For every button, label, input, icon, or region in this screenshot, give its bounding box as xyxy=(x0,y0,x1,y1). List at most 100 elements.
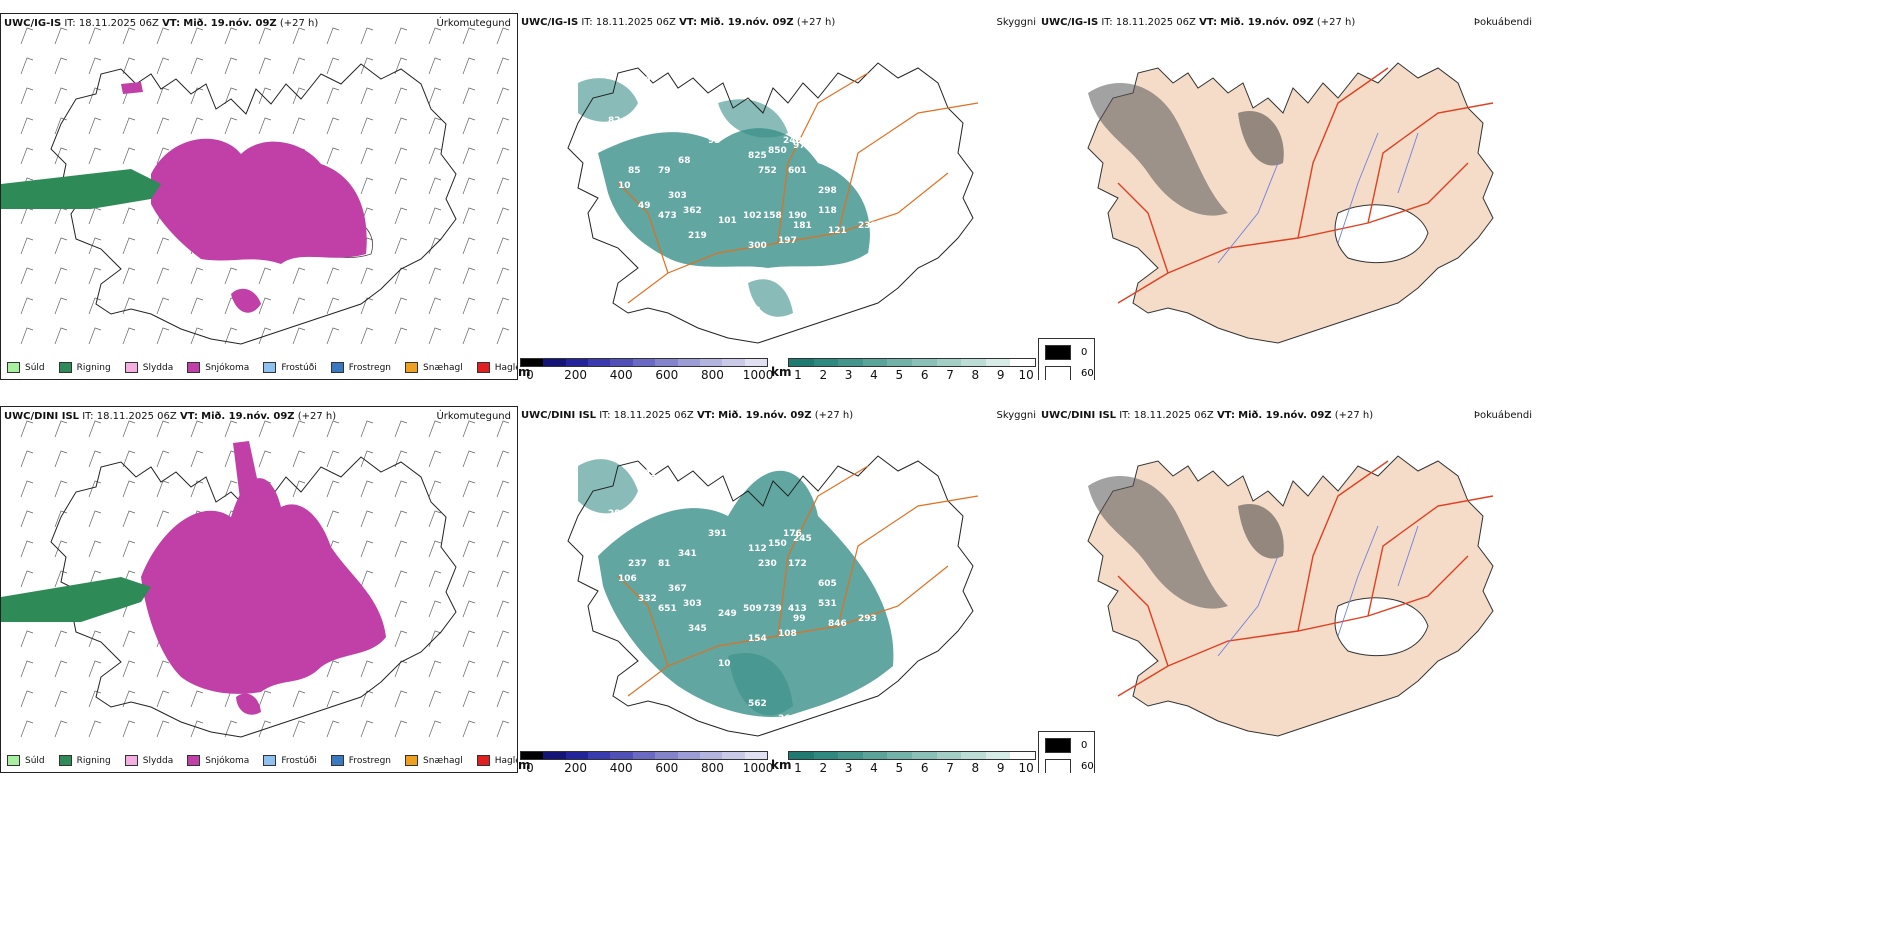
wind-barb xyxy=(20,570,34,588)
legend-item: Súld xyxy=(7,755,45,766)
visibility-label: 172 xyxy=(788,559,807,569)
precip-panel-row2: UWC/DINI ISL IT: 18.11.2025 06Z VT: Mið.… xyxy=(0,406,518,773)
iceland-outline xyxy=(50,456,457,738)
visibility-label: 197 xyxy=(778,236,797,246)
visibility-label: 509 xyxy=(743,604,762,614)
wind-barb xyxy=(428,450,442,468)
it-label: IT: xyxy=(64,18,76,29)
colorbar-tick: 9 xyxy=(996,368,1005,380)
wind-barb xyxy=(156,510,170,528)
colorbar-tick: 1 xyxy=(794,368,802,380)
wind-barb xyxy=(20,87,34,105)
colorbar-segment xyxy=(699,359,723,366)
vis-panel-row1: UWC/IG-IS IT: 18.11.2025 06Z VT: Mið. 19… xyxy=(518,13,1038,380)
wind-barb xyxy=(258,450,272,468)
precip-map xyxy=(1,420,510,738)
wind-barb xyxy=(258,297,272,315)
panel-header: UWC/DINI ISL IT: 18.11.2025 06Z VT: Mið.… xyxy=(521,410,853,421)
glacier-white xyxy=(1334,597,1429,657)
legend-label: Frostregn xyxy=(348,362,392,373)
precip-panel-row1: UWC/IG-IS IT: 18.11.2025 06Z VT: Mið. 19… xyxy=(0,13,518,380)
colorbar-segment xyxy=(543,752,566,759)
wind-barb xyxy=(428,690,442,708)
wind-barb xyxy=(88,420,102,438)
fog-panel-row1: UWC/IG-IS IT: 18.11.2025 06Z VT: Mið. 19… xyxy=(1038,13,1900,380)
visibility-label: 121 xyxy=(828,226,847,236)
visibility-label: 102 xyxy=(743,211,762,221)
fog-legend-row: 0 xyxy=(1045,345,1094,360)
wind-barb xyxy=(326,327,340,345)
legend-item: Haglél xyxy=(476,755,517,766)
wind-barb xyxy=(462,207,476,225)
fog-panel-row2: UWC/DINI ISL IT: 18.11.2025 06Z VT: Mið.… xyxy=(1038,406,1900,773)
wind-barb xyxy=(156,420,170,438)
wind-barb xyxy=(54,420,68,438)
it-value: 18.11.2025 06Z xyxy=(78,18,159,29)
wind-barb xyxy=(496,600,510,618)
visibility-label: 47 xyxy=(838,529,851,539)
vt-value: Mið. 19.nóv. 09Z xyxy=(183,18,277,29)
legend-item: Snæhagl xyxy=(405,362,463,373)
legend-item: Frostregn xyxy=(330,755,391,766)
wind-barb xyxy=(496,207,510,225)
colorbar-segment xyxy=(838,752,863,759)
legend-label: Súld xyxy=(25,755,45,766)
wind-barb xyxy=(54,327,68,345)
fog-legend: 0 60 xyxy=(1038,338,1095,380)
colorbar-segment xyxy=(521,359,544,366)
vis-area-south xyxy=(728,653,793,716)
wind-barb xyxy=(360,177,374,195)
vt-label: VT: xyxy=(162,18,181,29)
legend-label: Rigning xyxy=(76,362,111,373)
visibility-label: 298 xyxy=(818,186,837,196)
wind-barb xyxy=(258,27,272,45)
wind-barb xyxy=(258,117,272,135)
height-colorbar: 0 200 400 600 800 1000 xyxy=(520,751,773,773)
wind-barb xyxy=(496,420,510,438)
visibility-label: 362 xyxy=(683,206,702,216)
legend-swatch xyxy=(476,755,490,766)
wind-barb xyxy=(88,690,102,708)
visibility-label: 130 xyxy=(778,321,797,331)
wind-barb xyxy=(496,267,510,285)
wind-barb xyxy=(496,660,510,678)
visibility-label: 68 xyxy=(678,156,691,166)
wind-barb xyxy=(190,117,204,135)
wind-barb xyxy=(224,327,238,345)
wind-barb xyxy=(428,480,442,498)
wind-barb xyxy=(462,600,476,618)
legend-label: Frostúði xyxy=(281,362,317,373)
wind-barb xyxy=(88,27,102,45)
wind-barb xyxy=(428,177,442,195)
visibility-label: 221 xyxy=(638,469,657,479)
wind-barb xyxy=(326,297,340,315)
visibility-label: 238 xyxy=(858,221,877,231)
visibility-label: 245 xyxy=(793,534,812,544)
wind-barb xyxy=(360,510,374,528)
wind-barb xyxy=(122,510,136,528)
wind-barb xyxy=(20,510,34,528)
model-name: UWC/DINI ISL xyxy=(521,410,597,421)
visibility-labels: 89 82 93 68 79 85 10 49 303 362 473 219 101 102 158 300… xyxy=(608,76,877,336)
wind-barb xyxy=(88,630,102,648)
visibility-label: 181 xyxy=(793,221,812,231)
legend-swatch xyxy=(405,362,419,373)
vis-area-east xyxy=(718,99,788,138)
wind-barb xyxy=(394,600,408,618)
wind-barb xyxy=(122,420,136,438)
wind-barb xyxy=(496,57,510,75)
panel-title: Skyggni xyxy=(996,410,1036,421)
legend-item: Frostúði xyxy=(263,755,317,766)
visibility-label: 97 xyxy=(793,141,806,151)
wind-barb xyxy=(122,327,136,345)
colorbar-tick: 800 xyxy=(700,761,724,773)
fog-legend-label: 60 xyxy=(1081,368,1094,379)
wind-barb xyxy=(462,720,476,738)
wind-barb xyxy=(496,540,510,558)
legend-swatch xyxy=(187,362,201,373)
wind-barb xyxy=(428,420,442,438)
wind-barb xyxy=(462,630,476,648)
colorbar-tick: 2 xyxy=(819,761,828,773)
wind-barb xyxy=(20,237,34,255)
